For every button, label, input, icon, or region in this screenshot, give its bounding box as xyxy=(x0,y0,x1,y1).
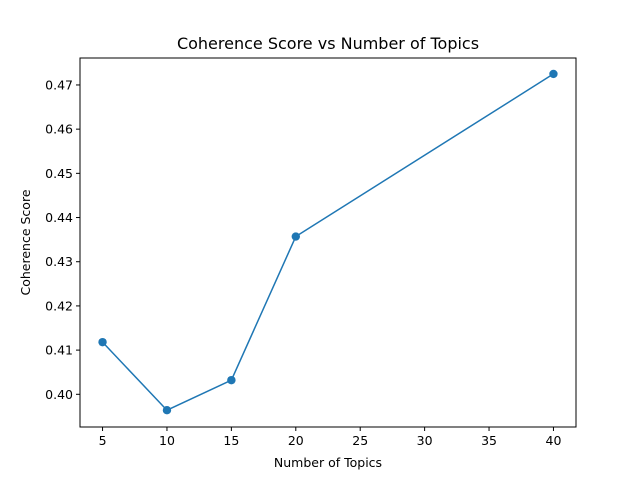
data-point xyxy=(98,337,107,347)
x-tick-label: 15 xyxy=(223,433,239,448)
x-tick-label: 35 xyxy=(481,433,497,448)
y-tick-label: 0.47 xyxy=(45,77,73,92)
plot-area xyxy=(98,69,558,415)
x-tick-label: 25 xyxy=(352,433,368,448)
y-tick-label: 0.41 xyxy=(45,343,73,358)
x-tick-label: 20 xyxy=(288,433,304,448)
x-tick-label: 10 xyxy=(159,433,175,448)
x-tick-label: 30 xyxy=(417,433,433,448)
y-tick-label: 0.46 xyxy=(45,122,73,137)
data-point xyxy=(291,232,300,241)
x-tick-label: 5 xyxy=(99,433,107,448)
y-axis-label: Coherence Score xyxy=(18,189,33,295)
y-tick-label: 0.45 xyxy=(45,166,73,181)
chart-title: Coherence Score vs Number of Topics xyxy=(177,34,479,53)
x-axis-ticks: 5 10 15 20 25 30 35 40 xyxy=(99,427,562,448)
data-point xyxy=(227,375,236,385)
y-axis-ticks: 0.40 0.41 0.42 0.43 0.44 0.45 0.46 0.47 xyxy=(45,77,80,402)
series-line xyxy=(102,73,554,412)
x-axis-label: Number of Topics xyxy=(274,455,382,470)
axes-frame xyxy=(79,57,577,428)
data-point xyxy=(162,406,172,415)
x-tick-label: 40 xyxy=(546,433,562,448)
data-point xyxy=(549,69,558,79)
y-tick-label: 0.40 xyxy=(45,387,73,402)
y-tick-label: 0.44 xyxy=(45,210,73,225)
y-tick-label: 0.42 xyxy=(45,298,73,313)
y-tick-label: 0.43 xyxy=(45,254,73,269)
